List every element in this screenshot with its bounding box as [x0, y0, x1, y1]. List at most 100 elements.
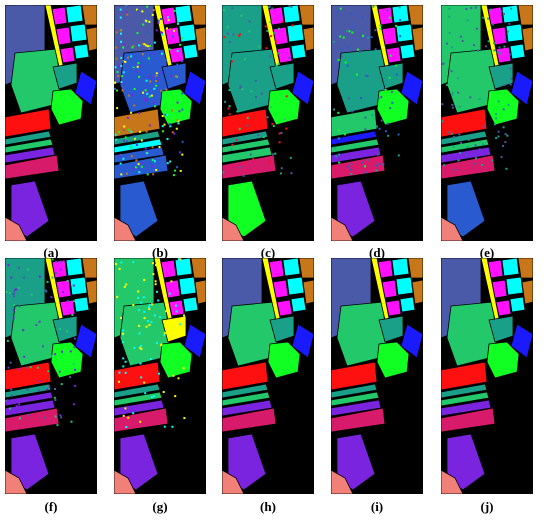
noise-pixel	[364, 171, 367, 174]
map-region	[441, 361, 488, 391]
noise-pixel	[159, 316, 162, 319]
map-image	[441, 258, 533, 494]
panel-label: (f)	[44, 499, 58, 514]
map-region	[222, 407, 277, 433]
noise-pixel	[458, 105, 461, 108]
noise-pixel	[500, 10, 503, 13]
noise-pixel	[13, 290, 16, 293]
noise-pixel	[278, 27, 280, 30]
noise-pixel	[228, 41, 231, 44]
noise-pixel	[509, 53, 512, 56]
noise-pixel	[58, 370, 61, 373]
noise-pixel	[30, 293, 33, 296]
noise-pixel	[44, 289, 47, 292]
noise-pixel	[141, 53, 144, 56]
noise-pixel	[478, 148, 481, 151]
map-region	[385, 299, 402, 317]
map-region	[160, 259, 177, 279]
noise-pixel	[222, 171, 225, 174]
map-region	[331, 216, 354, 241]
noise-pixel	[153, 314, 156, 317]
map-region	[331, 391, 380, 407]
noise-pixel	[143, 310, 146, 313]
noise-pixel	[457, 159, 460, 162]
noise-pixel	[146, 92, 149, 95]
noise-pixel	[173, 9, 176, 12]
map-region	[178, 23, 197, 43]
noise-pixel	[337, 129, 340, 132]
noise-pixel	[487, 40, 490, 43]
noise-pixel	[343, 133, 346, 136]
noise-pixel	[137, 290, 140, 293]
noise-pixel	[445, 84, 448, 87]
noise-pixel	[239, 33, 241, 36]
noise-pixel	[177, 122, 180, 125]
noise-pixel	[132, 167, 135, 170]
noise-pixel	[476, 27, 478, 30]
noise-pixel	[473, 162, 476, 165]
map-region	[222, 108, 269, 138]
map-region	[331, 138, 380, 154]
classification-map-panel	[441, 258, 533, 494]
map-region	[10, 301, 62, 367]
noise-pixel	[361, 16, 364, 19]
noise-pixel	[122, 329, 125, 332]
noise-pixel	[150, 396, 153, 398]
noise-pixel	[12, 292, 15, 295]
noise-pixel	[386, 76, 389, 79]
noise-pixel	[148, 324, 151, 326]
noise-pixel	[59, 327, 62, 330]
noise-pixel	[163, 332, 166, 335]
noise-pixel	[135, 70, 138, 73]
noise-pixel	[144, 119, 147, 121]
noise-pixel	[144, 69, 147, 72]
noise-pixel	[231, 7, 234, 10]
noise-pixel	[164, 113, 167, 116]
noise-pixel	[151, 165, 153, 168]
map-region	[222, 154, 277, 180]
noise-pixel	[55, 260, 58, 263]
noise-pixel	[442, 150, 445, 153]
noise-pixel	[285, 127, 288, 130]
noise-pixel	[138, 309, 141, 312]
noise-pixel	[130, 130, 133, 133]
noise-pixel	[332, 41, 335, 44]
noise-pixel	[119, 8, 122, 11]
noise-pixel	[482, 16, 485, 19]
noise-pixel	[6, 399, 9, 402]
noise-pixel	[395, 24, 398, 27]
noise-pixel	[374, 48, 377, 51]
noise-pixel	[115, 263, 117, 266]
noise-pixel	[118, 48, 120, 51]
noise-pixel	[452, 145, 455, 148]
noise-pixel	[235, 139, 238, 142]
map-region	[378, 315, 404, 343]
noise-pixel	[226, 32, 229, 35]
noise-pixel	[157, 15, 160, 18]
noise-pixel	[395, 73, 398, 76]
noise-pixel	[500, 156, 503, 159]
noise-pixel	[60, 416, 63, 419]
noise-pixel	[460, 35, 463, 38]
map-region	[160, 6, 177, 26]
noise-pixel	[344, 61, 347, 64]
noise-pixel	[136, 65, 139, 68]
noise-pixel	[399, 35, 402, 38]
noise-pixel	[151, 52, 154, 55]
noise-pixel	[280, 167, 283, 170]
map-region	[178, 276, 197, 296]
map-region	[441, 391, 490, 407]
noise-pixel	[23, 355, 26, 358]
noise-pixel	[372, 5, 375, 8]
noise-pixel	[448, 31, 451, 34]
noise-pixel	[157, 299, 160, 302]
map-region	[269, 315, 295, 343]
noise-pixel	[250, 90, 253, 93]
noise-pixel	[346, 64, 349, 67]
noise-pixel	[481, 164, 483, 166]
noise-pixel	[496, 51, 499, 54]
noise-pixel	[288, 5, 291, 8]
noise-pixel	[388, 16, 391, 19]
noise-pixel	[153, 87, 156, 90]
noise-pixel	[72, 300, 75, 303]
